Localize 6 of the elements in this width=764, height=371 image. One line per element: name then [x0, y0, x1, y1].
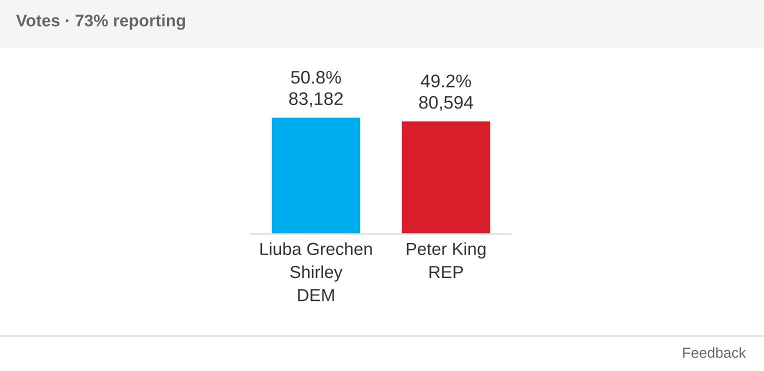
x-tick-label: Peter King REP [406, 242, 486, 278]
text: Feedback [683, 347, 746, 358]
x-tick-label: Liuba Grechen Shirley DEM [260, 242, 372, 302]
data-label: 50.8% 83,182 [289, 70, 343, 108]
text: Votes · 73% reporting [16, 14, 185, 30]
data-label: 49.2% 80,594 [419, 74, 474, 111]
